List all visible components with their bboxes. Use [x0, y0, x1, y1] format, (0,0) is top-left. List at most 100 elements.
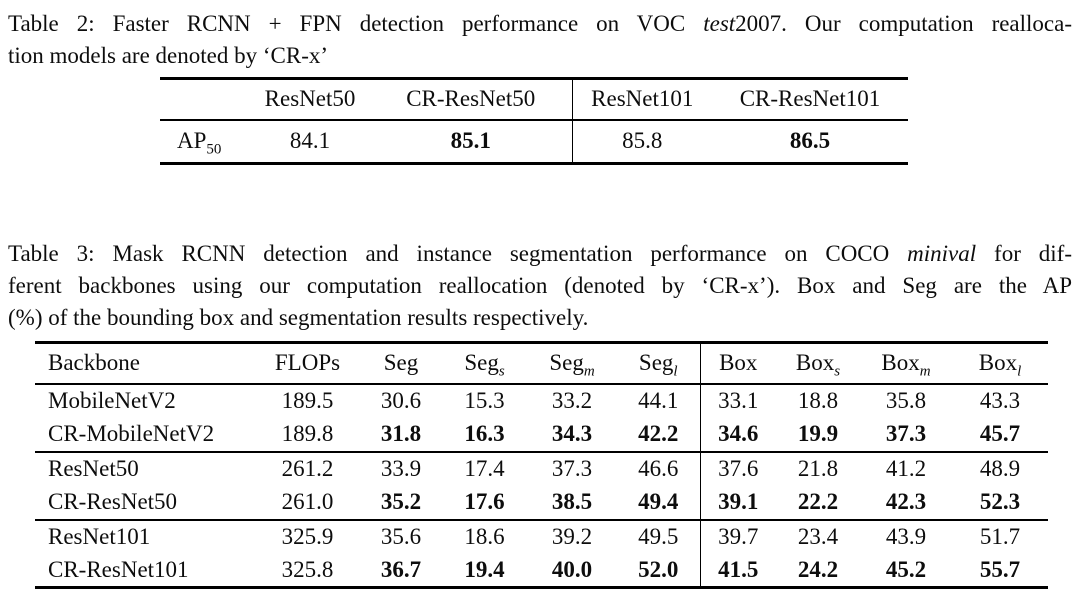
cell-box-s: 24.2 [797, 556, 839, 582]
cell-seg-m: 38.5 [527, 485, 617, 521]
cell-box-s: 23.4 [797, 524, 839, 549]
cell-seg-s: 18.6 [464, 524, 505, 549]
cell-seg-l: 44.1 [638, 388, 679, 413]
table2-header-resnet101: ResNet101 [571, 78, 712, 121]
table-row-resnet101: ResNet101 325.9 35.6 18.6 39.2 49.5 39.7… [35, 519, 1048, 554]
cell-flops: 261.2 [281, 456, 334, 481]
table3-caption-line1: Table 3: Mask RCNN detection and instanc… [8, 238, 1072, 270]
header-subscript: s [834, 363, 841, 380]
cell-box: 39.7 [699, 519, 776, 554]
cell-seg-s: 17.4 [464, 456, 505, 481]
table3-header-backbone: Backbone [35, 342, 255, 385]
cell-cr-resnet101-ap: 86.5 [789, 128, 831, 154]
cell-flops: 325.9 [281, 524, 334, 549]
cell-box: 34.6 [699, 417, 776, 453]
cell-seg: 35.6 [380, 524, 422, 549]
table3-header-seg: Seg [360, 342, 442, 385]
table3-header-seg-s: Segs [442, 342, 527, 385]
table2-header-cr-resnet50: CR-ResNet50 [370, 78, 572, 121]
table3-header-row: Backbone FLOPs Seg Segs Segm Segl Box Bo… [35, 342, 1048, 385]
cell-box-s: 21.8 [797, 456, 839, 481]
cell-seg-m: 37.3 [551, 456, 593, 481]
cell-seg: 33.9 [380, 456, 422, 481]
cell-box-m: 43.9 [885, 524, 927, 549]
caption-text: Table 2: Faster RCNN + FPN detection per… [8, 11, 704, 36]
table3-header-flops: FLOPs [255, 342, 360, 385]
cell-seg-l: 42.2 [617, 417, 700, 453]
table2-header-empty [160, 78, 250, 121]
cell-box: 33.1 [699, 383, 776, 418]
table3-header-box: Box [699, 342, 776, 385]
table3-header-box-m: Boxm [860, 342, 952, 385]
cell-seg: 31.8 [360, 417, 442, 453]
cell-box-l: 45.7 [952, 417, 1048, 453]
header-subscript: l [1017, 363, 1022, 380]
cell-box-l: 48.9 [979, 456, 1021, 481]
cell-flops: 325.8 [281, 556, 334, 582]
header-subscript: s [498, 363, 505, 380]
table3-header-box-s: Boxs [776, 342, 860, 385]
cell-flops: 189.8 [255, 417, 360, 453]
cell-resnet50-ap: 84.1 [289, 128, 331, 154]
cell-box-l: 55.7 [979, 556, 1021, 582]
cell-box-m: 37.3 [860, 417, 952, 453]
header-base: Seg [464, 350, 499, 376]
cell-seg: 30.6 [380, 388, 422, 413]
cell-seg-l: 49.4 [617, 485, 700, 521]
table-row-cr-mobilenetv2: CR-MobileNetV2 189.8 31.8 16.3 34.3 42.2… [35, 417, 1048, 453]
cell-seg-s: 15.3 [464, 388, 505, 413]
metric-subscript: 50 [206, 141, 222, 158]
cell-box: 41.5 [699, 553, 776, 588]
header-base: Box [978, 350, 1018, 376]
cell-backbone: CR-ResNet50 [35, 485, 255, 521]
cell-seg: 35.2 [360, 485, 442, 521]
cell-seg-m: 40.0 [551, 556, 593, 582]
table3-caption: Table 3: Mask RCNN detection and instanc… [8, 238, 1072, 334]
cell-seg-s: 16.3 [442, 417, 527, 453]
cell-box-m: 45.2 [885, 556, 927, 582]
table3-header-seg-l: Segl [617, 342, 700, 385]
table-row-cr-resnet50: CR-ResNet50 261.0 35.2 17.6 38.5 49.4 39… [35, 485, 1048, 521]
cell-seg-s: 17.6 [442, 485, 527, 521]
cell-box-s: 22.2 [776, 485, 860, 521]
table-row-mobilenetv2: MobileNetV2 189.5 30.6 15.3 33.2 44.1 33… [35, 383, 1048, 418]
caption-text: for dif- [976, 241, 1072, 266]
header-base: Seg [549, 350, 584, 376]
cell-box-m: 42.3 [860, 485, 952, 521]
cell-backbone: MobileNetV2 [48, 388, 176, 413]
caption-text: Table 3: Mask RCNN detection and instanc… [8, 241, 908, 266]
header-subscript: m [583, 363, 595, 380]
header-base: Seg [638, 350, 674, 376]
cell-seg-l: 49.5 [638, 524, 679, 549]
cell-resnet101-ap: 85.8 [571, 119, 712, 164]
cell-ap50-label: AP50 [160, 120, 250, 164]
table3-header-box-l: Boxl [952, 342, 1048, 385]
cell-flops: 261.0 [255, 485, 360, 521]
cell-seg: 36.7 [380, 556, 422, 582]
table2-header-resnet50: ResNet50 [250, 78, 370, 121]
table2-header-cr-resnet101: CR-ResNet101 [712, 78, 908, 121]
cell-seg-s: 19.4 [464, 556, 505, 582]
cell-seg-m: 33.2 [551, 388, 593, 413]
cell-box-l: 43.3 [979, 388, 1021, 413]
cell-cr-resnet50-ap: 85.1 [450, 128, 491, 154]
table2-caption-line1: Table 2: Faster RCNN + FPN detection per… [8, 8, 1072, 40]
cell-backbone: ResNet50 [48, 456, 139, 481]
table2-caption: Table 2: Faster RCNN + FPN detection per… [8, 8, 1072, 72]
cell-seg-m: 34.3 [527, 417, 617, 453]
cell-backbone: ResNet101 [48, 524, 151, 549]
caption-text: 2007. Our computation realloca- [735, 11, 1072, 36]
table3: Backbone FLOPs Seg Segs Segm Segl Box Bo… [35, 341, 1048, 589]
cell-box-m: 35.8 [885, 388, 927, 413]
table2-header-row: ResNet50 CR-ResNet50 ResNet101 CR-ResNet… [160, 78, 908, 121]
cell-box-s: 19.9 [776, 417, 860, 453]
table-row-cr-resnet101: CR-ResNet101 325.8 36.7 19.4 40.0 52.0 4… [35, 553, 1048, 588]
table2-caption-line2: tion models are denoted by ‘CR-x’ [8, 43, 329, 68]
table3-header-seg-m: Segm [527, 342, 617, 385]
cell-box: 39.1 [699, 485, 776, 521]
header-base: Box [881, 350, 920, 376]
table3-caption-line3: (%) of the bounding box and segmentation… [8, 305, 589, 330]
cell-backbone: CR-ResNet101 [48, 556, 189, 582]
cell-seg-l: 52.0 [638, 556, 679, 582]
